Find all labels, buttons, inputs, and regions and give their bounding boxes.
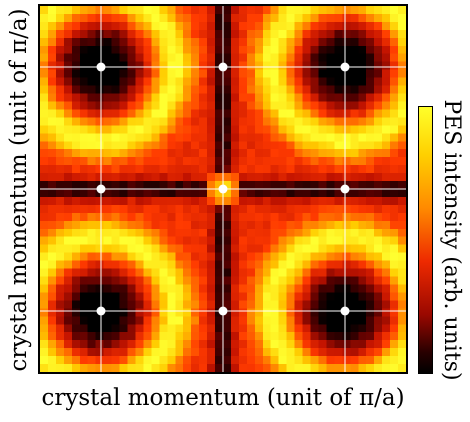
high-symmetry-point-2	[340, 306, 350, 316]
high-symmetry-point-7	[218, 62, 228, 72]
high-symmetry-point-5	[340, 184, 350, 194]
high-symmetry-point-8	[340, 62, 350, 72]
brillouin-zone-overlay	[40, 6, 406, 372]
plot-area	[38, 4, 408, 374]
high-symmetry-point-4	[218, 184, 228, 194]
high-symmetry-point-1	[218, 306, 228, 316]
y-axis-label: crystal momentum (unit of π/a)	[6, 8, 32, 372]
colorbar	[418, 106, 433, 374]
high-symmetry-point-0	[96, 306, 106, 316]
colorbar-label: PES intensity (arb. units)	[439, 99, 464, 381]
high-symmetry-point-6	[96, 62, 106, 72]
high-symmetry-point-3	[96, 184, 106, 194]
x-axis-label: crystal momentum (unit of π/a)	[41, 385, 405, 411]
